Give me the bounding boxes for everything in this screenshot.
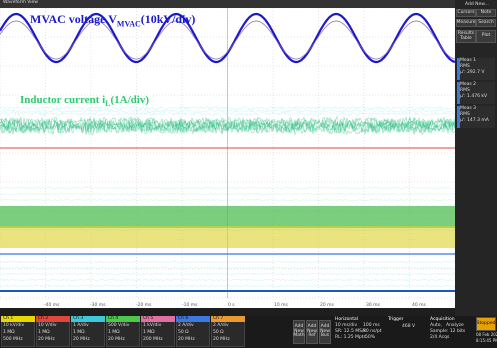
record-length: RL: 1.25 Mpts bbox=[335, 335, 366, 340]
measurement-value: μ': 1.476 kV bbox=[460, 94, 487, 99]
channel-name: Ch 1 bbox=[1, 316, 35, 322]
channel-name: Ch 4 bbox=[106, 316, 140, 322]
channel-impedance: 50 Ω bbox=[178, 330, 189, 335]
time-label: -20 ms bbox=[136, 303, 152, 308]
stop-button[interactable]: Stopped bbox=[476, 317, 496, 331]
time-label: 20 ms bbox=[320, 303, 334, 308]
channel-bandwidth: 20 MHz bbox=[38, 337, 55, 342]
annotation-text: Inductor current i bbox=[20, 94, 105, 106]
channel-name: Ch 6 bbox=[176, 316, 210, 322]
channel-impedance: 50 Ω bbox=[213, 330, 224, 335]
time-label: 40 ms bbox=[412, 303, 426, 308]
channel-name: Ch 7 bbox=[211, 316, 245, 322]
section-title: Trigger bbox=[388, 317, 404, 322]
panel-button[interactable]: Measure bbox=[456, 19, 476, 27]
horizontal-length: 100 ms bbox=[363, 323, 380, 328]
channel-scale: 2 A/div bbox=[213, 323, 229, 328]
panel-button[interactable]: Note bbox=[476, 9, 496, 17]
scope-screen: Waveform View MVAC voltage VMVAC(10kV/di… bbox=[0, 0, 497, 348]
channel-scale: 2 A/div bbox=[178, 323, 194, 328]
channel-impedance: 1 MΩ bbox=[38, 330, 50, 335]
annotation-text: (10kV/div) bbox=[141, 12, 196, 26]
channel-bandwidth: 20 MHz bbox=[178, 337, 195, 342]
channel-bandwidth: 20 MHz bbox=[108, 337, 125, 342]
window-title: Waveform View bbox=[0, 0, 455, 8]
channel-bandwidth: 20 MHz bbox=[213, 337, 230, 342]
voltage-annotation: MVAC voltage VMVAC(10kV/div) bbox=[30, 12, 195, 28]
measurement-type: RMS bbox=[460, 88, 470, 93]
time: 8:15:45 PM bbox=[476, 339, 497, 344]
channel-bandwidth: 200 MHz bbox=[143, 337, 163, 342]
trigger-level: 468 V bbox=[402, 324, 415, 329]
channel-scale: 10 V/div bbox=[38, 323, 57, 328]
measurement-value: μ': 147.3 mA bbox=[460, 118, 489, 123]
panel-button[interactable]: Plot bbox=[476, 30, 496, 43]
channel-impedance: 1 MΩ bbox=[143, 330, 155, 335]
current-annotation: Inductor current iL(1A/div) bbox=[20, 94, 149, 108]
channel-scale: 500 V/div bbox=[108, 323, 129, 328]
measurement-type: RMS bbox=[460, 64, 470, 69]
horizontal-scale: 10 ms/div bbox=[335, 323, 357, 328]
panel-button[interactable]: Results Table bbox=[456, 30, 476, 43]
time-label: -40 ms bbox=[44, 303, 60, 308]
sample-rate: SR: 12.5 MS/s bbox=[335, 329, 366, 334]
channel-name: Ch 2 bbox=[36, 316, 70, 322]
date: 08 Feb 2021 bbox=[476, 333, 497, 338]
add-button[interactable]: Add New Math bbox=[293, 320, 305, 344]
panel-title: Add New... bbox=[465, 2, 489, 7]
acq-action: Analyze bbox=[446, 323, 464, 328]
measurement-name: Meas 3 bbox=[460, 106, 476, 111]
annotation-text: (1A/div) bbox=[111, 94, 150, 106]
add-button[interactable]: Add New Ref bbox=[306, 320, 318, 344]
waveform-plot bbox=[0, 8, 455, 308]
channel-scale: 10 kV/div bbox=[3, 323, 24, 328]
measurement-type: RMS bbox=[460, 112, 470, 117]
channel-name: Ch 3 bbox=[71, 316, 105, 322]
channel-impedance: 1 MΩ bbox=[108, 330, 120, 335]
yellow-band bbox=[0, 226, 455, 248]
channel-name: Ch 5 bbox=[141, 316, 175, 322]
time-label: 0 s bbox=[228, 303, 235, 308]
resolution: 80 ns/pt bbox=[363, 329, 382, 334]
panel-button[interactable]: Search bbox=[476, 19, 496, 27]
channel-bandwidth: 500 MHz bbox=[3, 337, 23, 342]
time-label: 30 ms bbox=[366, 303, 380, 308]
time-label: -10 ms bbox=[182, 303, 198, 308]
channel-impedance: 1 MΩ bbox=[3, 330, 15, 335]
add-button[interactable]: Add New Bus bbox=[319, 320, 331, 344]
position: 50% bbox=[365, 335, 375, 340]
measurement-value: μ': 292.7 V bbox=[460, 70, 484, 75]
section-title: Acquisition bbox=[430, 317, 455, 322]
acq-count: 2/4 Acqs bbox=[430, 335, 449, 340]
annotation-subscript: MVAC bbox=[117, 19, 141, 28]
panel-button[interactable]: Cursors bbox=[456, 9, 476, 17]
time-label: 10 ms bbox=[274, 303, 288, 308]
channel-scale: 1 kV/div bbox=[143, 323, 161, 328]
side-panel: Add New... bbox=[455, 0, 497, 316]
section-title: Horizontal bbox=[335, 317, 358, 322]
acq-sample: Sample: 12 bits bbox=[430, 329, 465, 334]
time-label: -30 ms bbox=[90, 303, 106, 308]
measurement-name: Meas 2 bbox=[460, 82, 476, 87]
measurement-name: Meas 1 bbox=[460, 58, 476, 63]
acq-mode: Auto, bbox=[430, 323, 442, 328]
channel-bandwidth: 20 MHz bbox=[73, 337, 90, 342]
channel-impedance: 1 MΩ bbox=[73, 330, 85, 335]
annotation-text: MVAC voltage V bbox=[30, 12, 117, 26]
channel-scale: 1 A/div bbox=[73, 323, 89, 328]
